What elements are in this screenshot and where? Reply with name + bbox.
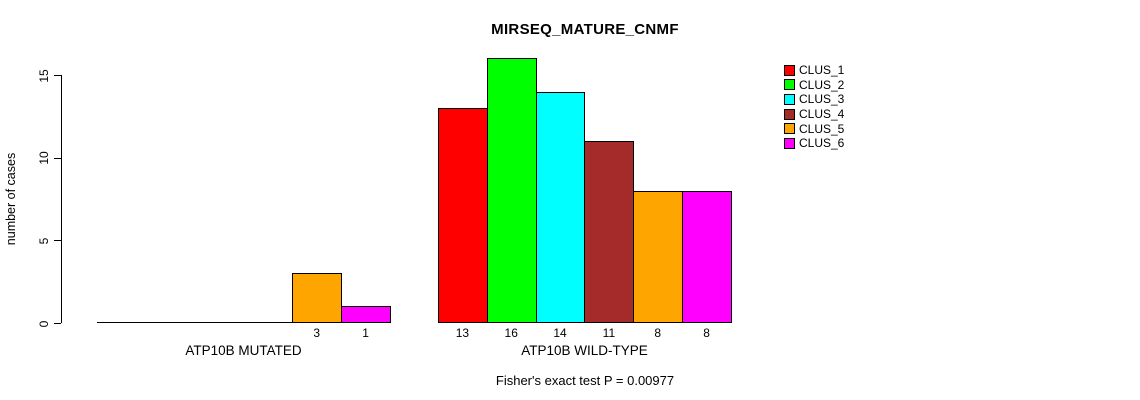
y-tick-label: 0 <box>37 320 51 327</box>
y-tick-label: 10 <box>37 151 51 165</box>
legend-swatch <box>784 93 795 105</box>
y-tick-mark <box>54 75 61 76</box>
y-tick-mark <box>54 323 61 324</box>
bar <box>341 306 391 323</box>
group-label: ATP10B MUTATED <box>185 343 302 358</box>
legend-swatch <box>784 79 795 91</box>
bar-value-label: 14 <box>553 326 567 340</box>
bar-zero <box>243 322 294 323</box>
bar-zero <box>145 322 196 323</box>
legend-swatch <box>784 64 795 76</box>
y-tick-label: 15 <box>37 68 51 83</box>
bar-zero <box>97 322 147 323</box>
bar <box>486 58 537 323</box>
legend-swatch <box>784 108 795 120</box>
bar <box>682 190 732 323</box>
legend-item-label: CLUS_5 <box>799 121 845 136</box>
legend-swatch <box>784 137 795 149</box>
y-axis-label: number of cases <box>4 152 18 246</box>
legend-item-label: CLUS_6 <box>799 136 845 151</box>
legend-item: CLUS_5 <box>784 121 844 136</box>
legend-item: CLUS_2 <box>784 78 844 93</box>
bar <box>584 141 635 323</box>
legend-item: CLUS_3 <box>784 92 844 107</box>
bar <box>438 108 488 323</box>
y-tick-label: 5 <box>37 237 51 245</box>
bar <box>633 190 684 323</box>
footnote-fisher-test: Fisher's exact test P = 0.00977 <box>495 373 675 388</box>
bar-value-label: 11 <box>602 326 616 340</box>
y-axis-line <box>61 75 62 323</box>
chart-title: MIRSEQ_MATURE_CNMF <box>491 21 679 38</box>
bar-value-label: 3 <box>313 326 321 340</box>
group-label: ATP10B WILD-TYPE <box>521 343 648 358</box>
legend: CLUS_1 CLUS_2 CLUS_3 CLUS_4 CLUS_5 CLUS_6 <box>784 63 844 151</box>
bar-value-label: 1 <box>362 326 369 340</box>
legend-item-label: CLUS_2 <box>799 77 845 92</box>
bar-value-label: 8 <box>654 326 662 340</box>
bar-zero <box>194 322 245 323</box>
legend-swatch <box>784 123 795 135</box>
bar <box>535 91 586 323</box>
legend-item: CLUS_4 <box>784 107 844 122</box>
y-tick-mark <box>54 240 61 242</box>
legend-item-label: CLUS_1 <box>799 63 845 78</box>
legend-item: CLUS_1 <box>784 63 844 78</box>
legend-item-label: CLUS_4 <box>799 107 845 122</box>
bar-value-label: 13 <box>455 326 470 340</box>
bar-value-label: 8 <box>703 326 710 340</box>
bar-value-label: 16 <box>504 326 518 340</box>
legend-item: CLUS_6 <box>784 136 844 151</box>
y-tick-mark <box>54 157 61 159</box>
legend-item-label: CLUS_3 <box>799 92 845 107</box>
bar <box>292 273 343 323</box>
